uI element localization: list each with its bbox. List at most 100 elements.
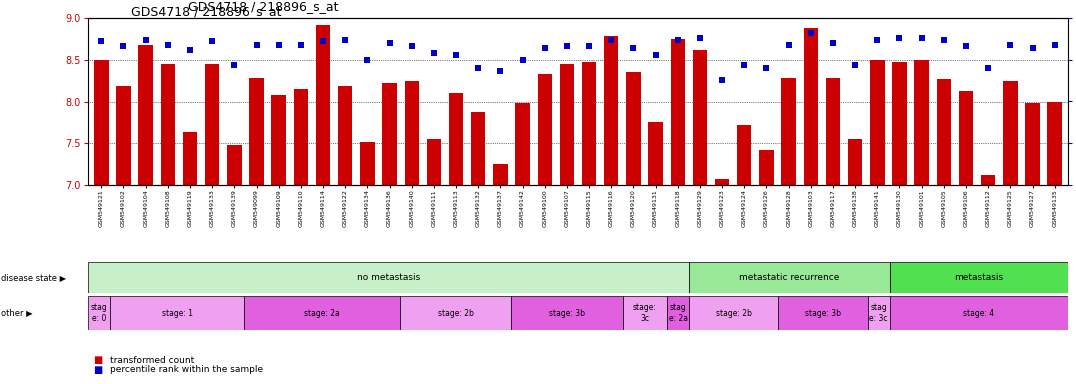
Text: GDS4718 / 218896_s_at: GDS4718 / 218896_s_at [131,5,282,18]
Bar [1025,103,1039,185]
Bar [493,164,508,185]
Point [1046,41,1063,48]
Point [713,77,731,83]
Bar [427,139,441,185]
Point [159,41,176,48]
Point [824,40,841,46]
Point [381,40,398,46]
Bar [204,64,220,185]
Bar [604,36,619,185]
Bar [781,78,796,185]
Point [536,45,553,51]
Point [404,43,421,50]
Bar [538,74,552,185]
Bar [760,150,774,185]
Bar [511,296,623,330]
Bar [714,179,730,185]
Bar [250,78,264,185]
Bar [690,262,890,293]
Point [625,45,642,51]
Bar [88,296,110,330]
Bar [825,78,840,185]
Point [758,65,775,71]
Bar [890,296,1068,330]
Point [247,41,265,48]
Point [293,41,310,48]
Point [1002,41,1019,48]
Point [979,65,996,71]
Bar [110,296,244,330]
Bar [1003,81,1018,185]
Point [958,43,975,50]
Point [337,36,354,43]
Point [647,52,664,58]
Text: ■: ■ [94,365,102,375]
Text: GDS4718 / 218896_s_at: GDS4718 / 218896_s_at [187,0,338,13]
Bar [183,132,197,185]
Point [425,50,442,56]
Bar [405,81,419,185]
Bar [693,50,707,185]
Point [780,41,797,48]
Text: stage: 2a: stage: 2a [305,308,340,318]
Bar [959,91,973,185]
Bar [94,60,109,185]
Text: stage: 2b: stage: 2b [716,308,752,318]
Point [935,36,952,43]
Bar [915,60,929,185]
Bar [88,262,690,293]
Point [692,35,709,41]
Point [203,38,221,45]
Point [115,43,132,50]
Text: metastatic recurrence: metastatic recurrence [739,273,839,282]
Point [314,38,331,45]
Bar [981,175,995,185]
Point [514,57,532,63]
Bar [271,95,286,185]
Bar [515,103,529,185]
Text: no metastasis: no metastasis [357,273,421,282]
Bar [667,296,690,330]
Bar [670,39,685,185]
Point [469,65,486,71]
Text: stage: 1: stage: 1 [161,308,193,318]
Bar [623,296,667,330]
Point [603,36,620,43]
Bar [400,296,511,330]
Point [182,47,199,53]
Text: percentile rank within the sample: percentile rank within the sample [110,366,263,374]
Text: metastasis: metastasis [954,273,1004,282]
Bar [160,64,175,185]
Point [1024,45,1042,51]
Bar [360,142,374,185]
Bar [867,296,890,330]
Bar [649,122,663,185]
Text: transformed count: transformed count [110,356,194,365]
Text: stage: 4: stage: 4 [963,308,994,318]
Point [580,43,597,50]
Text: stage: 3b: stage: 3b [549,308,585,318]
Bar [382,83,397,185]
Point [669,36,686,43]
Point [803,30,820,36]
Bar [892,62,907,185]
Bar [582,62,596,185]
Point [358,57,376,63]
Point [492,68,509,74]
Bar [116,86,130,185]
Bar [244,296,400,330]
Bar [1048,101,1062,185]
Bar [870,60,884,185]
Text: other ▶: other ▶ [1,308,32,318]
Point [847,62,864,68]
Point [558,43,576,50]
Bar [338,86,353,185]
Text: stag
e: 2a: stag e: 2a [668,303,688,323]
Bar [560,64,575,185]
Point [226,62,243,68]
Bar [626,72,640,185]
Point [137,36,154,43]
Bar [848,139,862,185]
Text: disease state ▶: disease state ▶ [1,273,67,282]
Bar [471,111,485,185]
